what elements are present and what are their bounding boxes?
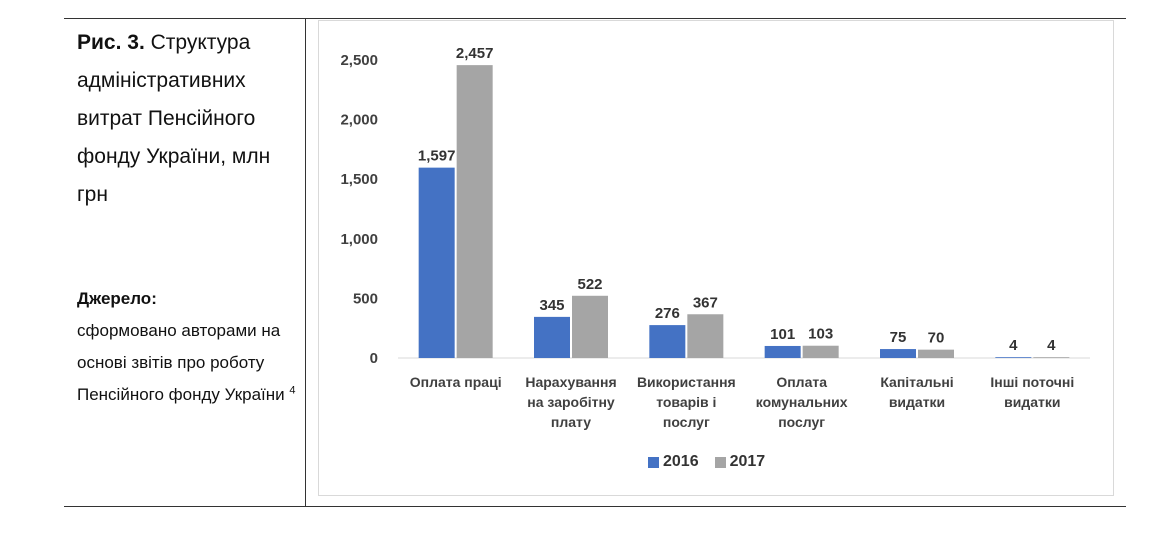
top-rule: [64, 18, 1126, 19]
bar-2016: [880, 349, 916, 358]
x-tick-label: Капітальні видатки: [880, 374, 953, 410]
bar-chart: 0 500 1,000 1,500 2,000 2,500 1,597 2,457 Оплата…: [340, 45, 1090, 430]
column-divider: [305, 18, 306, 506]
legend-label-2016: 2016: [663, 453, 699, 470]
bar-2017: [1033, 357, 1070, 358]
x-tick-label: Нарахування на заробітну плату: [525, 374, 616, 430]
data-label-2017: 70: [928, 330, 945, 347]
data-label-2016: 1,597: [418, 148, 456, 165]
x-tick-label: Інші поточні видатки: [990, 374, 1074, 410]
y-tick-label: 2,000: [340, 112, 378, 129]
source-note: Джерело: сформовано авторами на основі з…: [77, 283, 302, 411]
data-label-2016: 345: [539, 297, 564, 314]
data-label-2017: 367: [693, 294, 718, 311]
bar-2017: [572, 295, 608, 358]
figure-caption: Рис. 3. Структура адміністративних витра…: [77, 24, 302, 214]
y-tick-label: 1,500: [340, 171, 378, 188]
data-label-2016: 75: [890, 329, 907, 346]
bar-2016: [418, 167, 455, 358]
legend-item-2017: 2017: [714, 453, 766, 471]
x-tick-label: Оплата праці: [410, 374, 502, 390]
x-tick-label: Оплата комунальних послуг: [756, 374, 848, 430]
y-tick-label: 0: [370, 350, 378, 367]
bar-2016: [534, 316, 570, 358]
data-label-2016: 276: [655, 305, 680, 322]
x-tick-label: Використання товарів і послуг: [637, 374, 736, 430]
data-label-2017: 522: [577, 276, 602, 293]
y-tick-label: 1,000: [340, 231, 378, 248]
chart-frame: [318, 20, 1114, 496]
chart-legend: 2016 2017: [648, 453, 765, 471]
bar-2016: [649, 325, 686, 358]
y-tick-label: 2,500: [340, 52, 378, 69]
footnote-ref: 4: [289, 384, 296, 397]
data-label-2017: 103: [808, 326, 833, 343]
source-label: Джерело:: [77, 289, 157, 308]
bottom-rule: [64, 506, 1126, 507]
figure-number: Рис. 3.: [77, 31, 145, 54]
source-text: сформовано авторами на основі звітів про…: [77, 321, 285, 404]
figure-title: Структура адміністративних витрат Пенсій…: [77, 31, 271, 206]
bar-2016: [995, 357, 1032, 358]
legend-swatch-2017: [714, 456, 726, 468]
bar-2017: [456, 65, 493, 358]
data-label-2017: 4: [1047, 337, 1056, 354]
legend-item-2016: 2016: [648, 453, 699, 471]
legend-label-2017: 2017: [729, 453, 766, 470]
data-label-2016: 101: [770, 326, 795, 343]
bar-2016: [764, 345, 801, 358]
bar-2017: [918, 349, 954, 358]
bar-2017: [802, 345, 839, 358]
data-label-2017: 2,457: [456, 45, 494, 62]
legend-swatch-2016: [648, 456, 659, 468]
bar-2017: [687, 314, 724, 358]
y-tick-label: 500: [353, 290, 378, 307]
data-label-2016: 4: [1009, 337, 1018, 354]
